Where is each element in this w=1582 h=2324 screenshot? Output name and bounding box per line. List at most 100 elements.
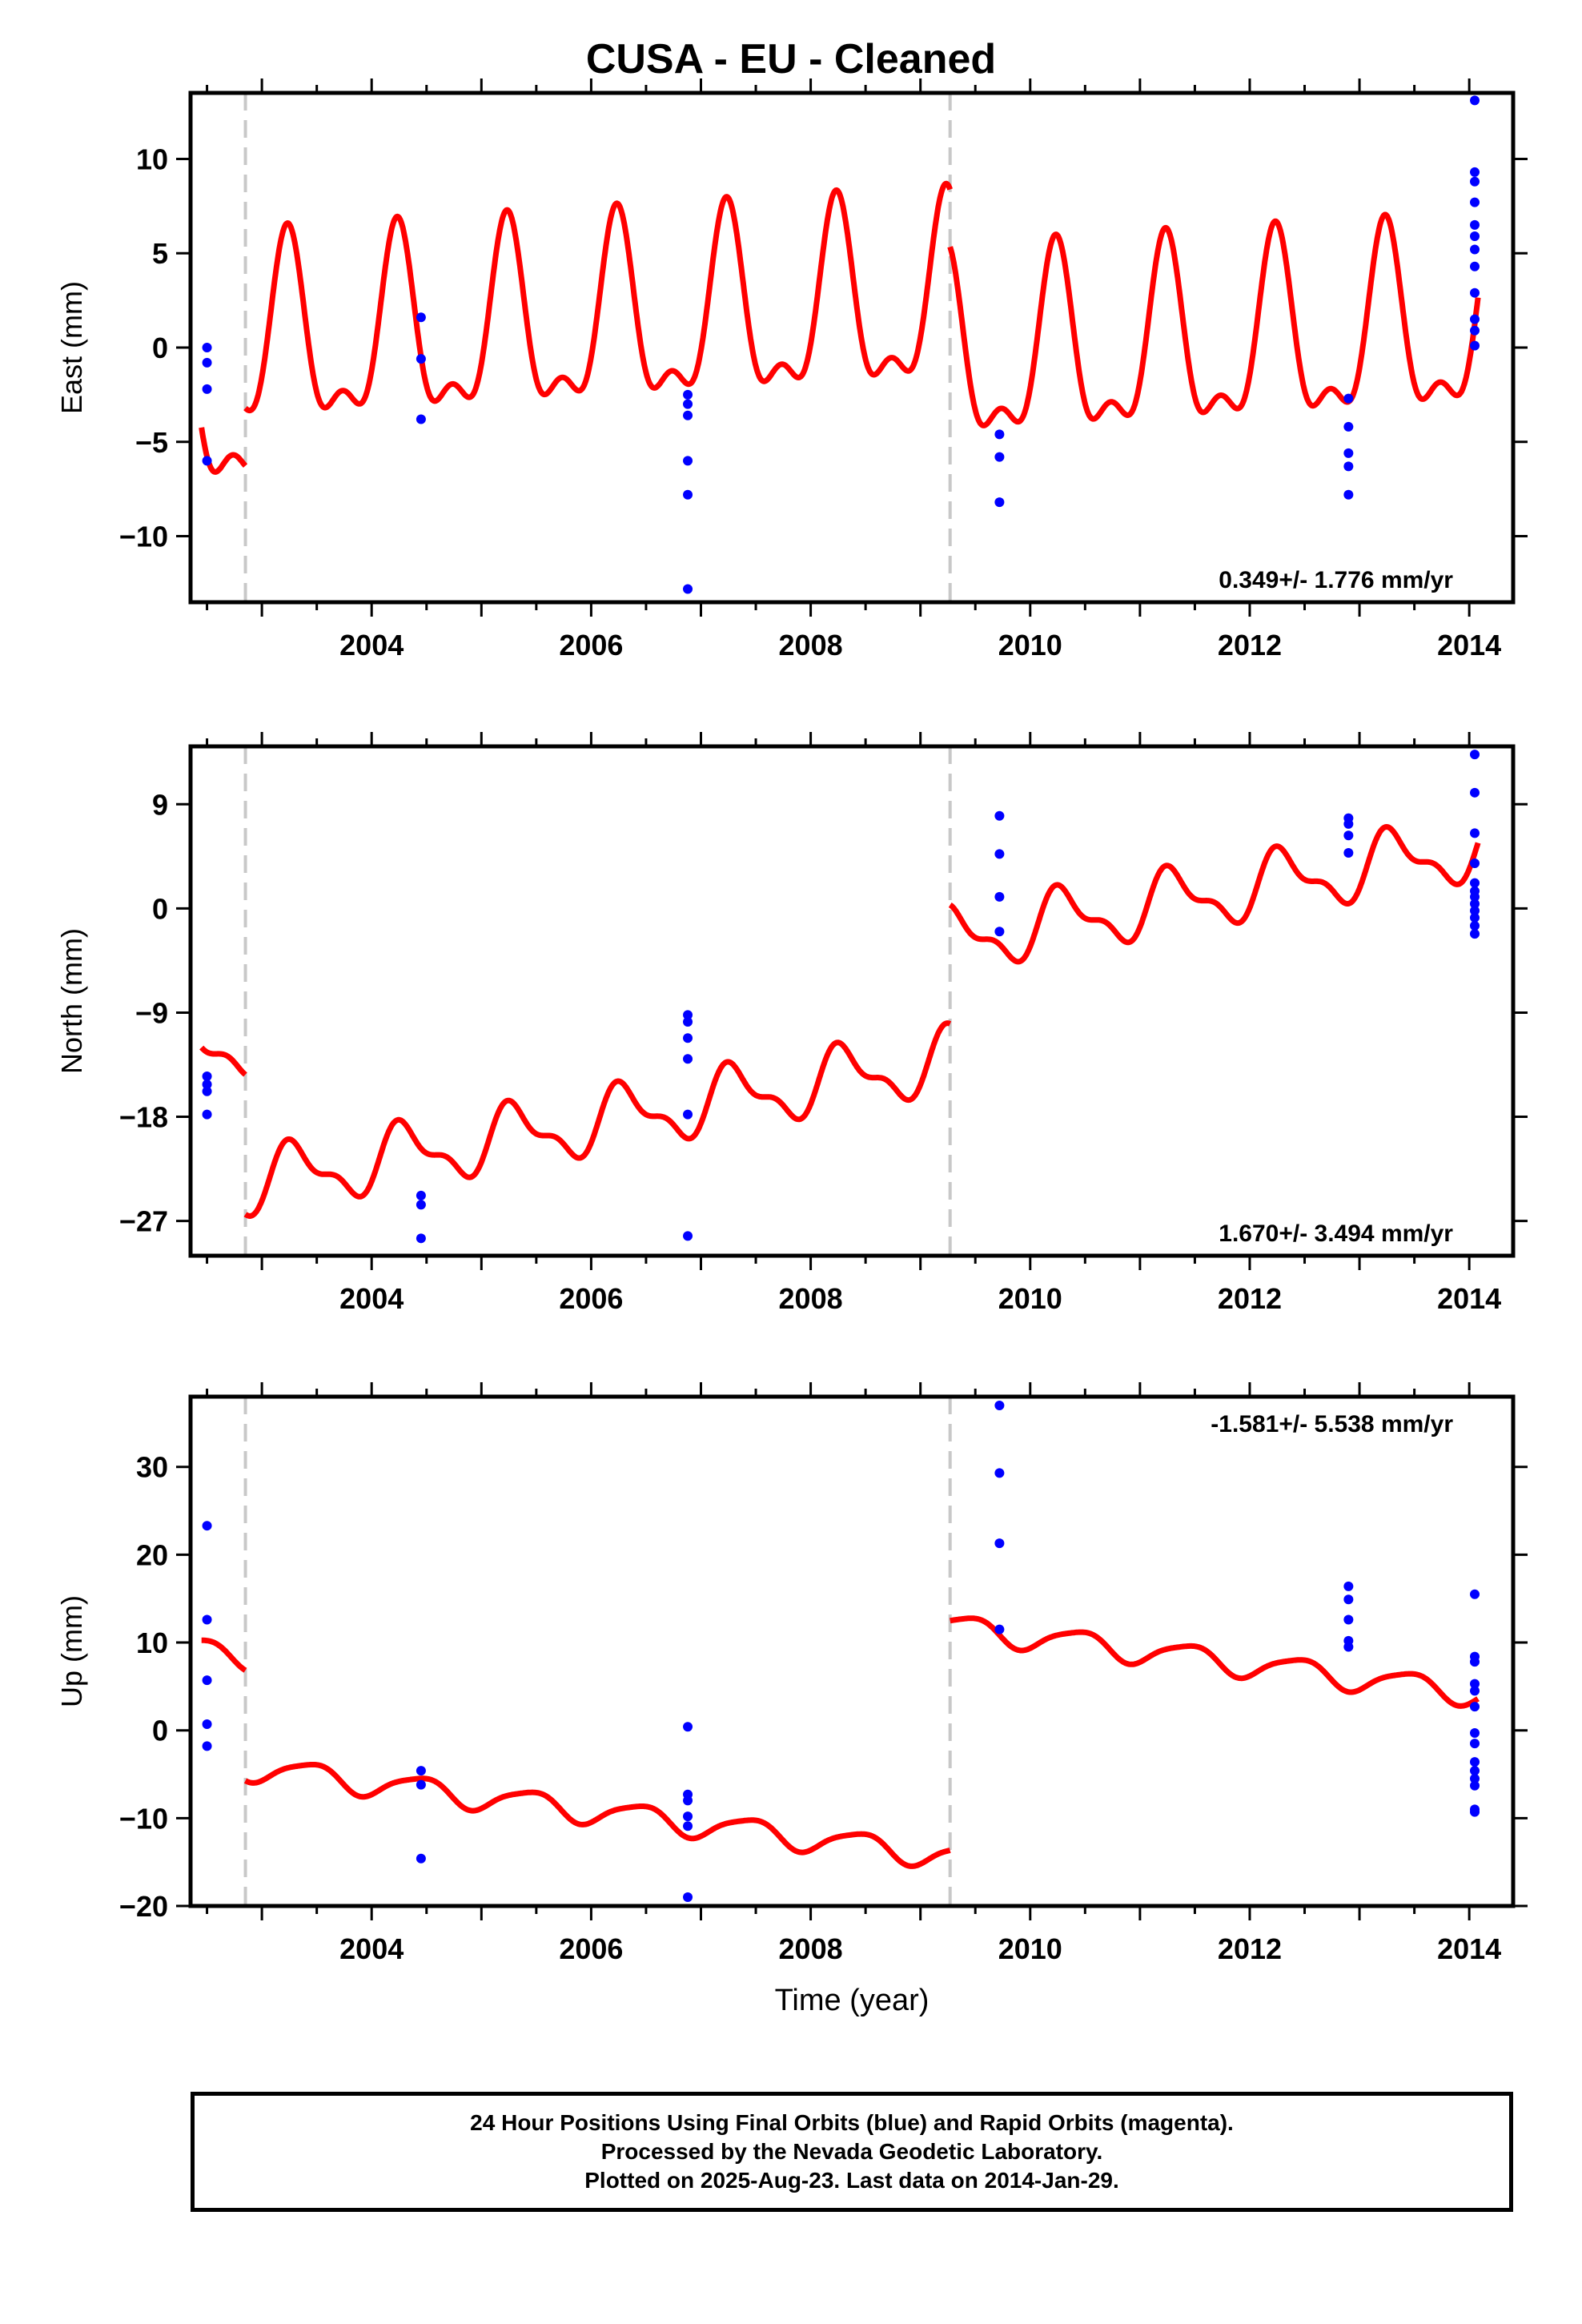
east-y-tick-label: 10 (136, 143, 168, 175)
north-data-point-31 (1470, 921, 1480, 931)
north-data-point-23 (1470, 828, 1480, 838)
east-data-point-10 (683, 456, 693, 466)
east-data-point-17 (1343, 421, 1354, 432)
east-model-segment-2 (947, 211, 1481, 428)
up-panel: 2004 2006 2008 2010 2012 2014 −20 −10 0 10 20 30 Up … (55, 1382, 1528, 2017)
north-x-tick-label: 2010 (998, 1282, 1062, 1315)
north-data-point-14 (994, 849, 1005, 859)
north-data-point-28 (1470, 899, 1480, 909)
up-data-point-14 (994, 1400, 1005, 1410)
north-data-point-9 (683, 1033, 693, 1043)
up-data-point-23 (1470, 1589, 1480, 1599)
up-data-point-18 (1343, 1581, 1354, 1591)
east-data-point-2 (202, 384, 212, 394)
east-x-tick-label: 2008 (779, 629, 843, 661)
north-data-point-24 (1470, 858, 1480, 868)
up-data-point-28 (1470, 1702, 1480, 1712)
footer-line-1: 24 Hour Positions Using Final Orbits (bl… (470, 2110, 1234, 2135)
north-rate-label: 1.670+/- 3.494 mm/yr (1219, 1220, 1453, 1247)
east-x-tick-label: 2012 (1218, 629, 1282, 661)
up-data-point-16 (994, 1538, 1005, 1549)
up-y-tick-label: −20 (119, 1890, 168, 1923)
north-data-point-2 (202, 1086, 212, 1096)
up-y-tick-label: 0 (152, 1715, 168, 1747)
up-x-tick-label: 2008 (779, 1932, 843, 1965)
up-y-tick-label: 30 (136, 1451, 168, 1484)
north-data-point-13 (994, 810, 1005, 821)
north-data-point-29 (1470, 906, 1480, 916)
north-data-point-8 (683, 1017, 693, 1027)
north-data-point-20 (1343, 847, 1354, 858)
up-data-point-7 (416, 1853, 426, 1864)
east-data-point-16 (1343, 393, 1354, 404)
east-data-point-15 (994, 497, 1005, 508)
east-data-point-9 (683, 410, 693, 420)
up-model-segment-2 (948, 1615, 1480, 1709)
up-data-point-12 (683, 1821, 693, 1831)
up-data-point-10 (683, 1795, 693, 1806)
up-x-tick-label: 2010 (998, 1932, 1062, 1965)
up-y-tick-label: −10 (119, 1802, 168, 1835)
north-y-tick-label: −9 (135, 996, 168, 1029)
up-data-point-30 (1470, 1739, 1480, 1749)
east-y-axis-label: East (mm) (55, 281, 88, 414)
north-data-point-6 (416, 1233, 426, 1244)
up-model-segment-0 (199, 1637, 248, 1673)
up-x-tick-label: 2014 (1437, 1932, 1501, 1965)
north-model-segment-0 (199, 1045, 248, 1077)
up-model-segment-1 (243, 1762, 953, 1869)
up-frame (188, 1394, 1516, 1908)
east-model-segment-1 (243, 180, 953, 414)
up-x-tick-label: 2006 (559, 1932, 623, 1965)
north-data-point-15 (994, 891, 1005, 902)
east-y-tick-label: 0 (152, 332, 168, 364)
east-x-tick-label: 2004 (339, 629, 404, 661)
east-data-point-28 (1470, 261, 1480, 271)
up-y-tick-label: 20 (136, 1538, 168, 1571)
north-data-point-25 (1470, 878, 1480, 888)
up-data-point-25 (1470, 1657, 1480, 1667)
north-data-point-27 (1470, 891, 1480, 902)
east-data-point-32 (1470, 340, 1480, 351)
east-data-point-4 (416, 312, 426, 323)
north-data-point-32 (1470, 929, 1480, 939)
up-x-tick-label: 2012 (1218, 1932, 1282, 1965)
up-data-point-2 (202, 1675, 212, 1686)
up-data-point-20 (1343, 1614, 1354, 1625)
east-data-point-12 (683, 584, 693, 594)
footer-line-3: Plotted on 2025-Aug-23. Last data on 201… (584, 2168, 1119, 2193)
east-data-point-20 (1343, 489, 1354, 500)
up-data-point-26 (1470, 1679, 1480, 1689)
east-data-point-8 (683, 399, 693, 409)
up-data-point-33 (1470, 1774, 1480, 1783)
up-data-point-34 (1470, 1780, 1480, 1791)
east-data-point-22 (1470, 167, 1480, 177)
north-x-tick-label: 2014 (1437, 1282, 1501, 1315)
east-data-point-26 (1470, 231, 1480, 242)
up-data-point-0 (202, 1521, 212, 1531)
north-data-point-12 (683, 1231, 693, 1241)
north-data-point-3 (202, 1109, 212, 1120)
east-data-point-14 (994, 452, 1005, 462)
up-data-point-29 (1470, 1727, 1480, 1738)
north-data-point-18 (1343, 818, 1354, 829)
east-data-point-11 (683, 489, 693, 500)
footer-box: 24 Hour Positions Using Final Orbits (bl… (191, 2092, 1513, 2212)
up-data-point-8 (683, 1722, 693, 1732)
north-x-tick-label: 2012 (1218, 1282, 1282, 1315)
north-data-point-30 (1470, 912, 1480, 923)
east-data-point-27 (1470, 244, 1480, 255)
up-data-point-1 (202, 1614, 212, 1625)
up-data-point-5 (416, 1766, 426, 1776)
north-model-segment-1 (243, 1020, 953, 1219)
east-data-point-23 (1470, 176, 1480, 187)
east-data-point-3 (202, 456, 212, 466)
up-y-axis-label: Up (mm) (55, 1595, 88, 1707)
up-y-tick-label: 10 (136, 1626, 168, 1659)
north-y-tick-label: 9 (152, 788, 168, 821)
up-data-point-36 (1470, 1807, 1480, 1817)
up-data-point-22 (1343, 1642, 1354, 1652)
east-rate-label: 0.349+/- 1.776 mm/yr (1219, 567, 1453, 593)
north-data-point-16 (994, 927, 1005, 937)
